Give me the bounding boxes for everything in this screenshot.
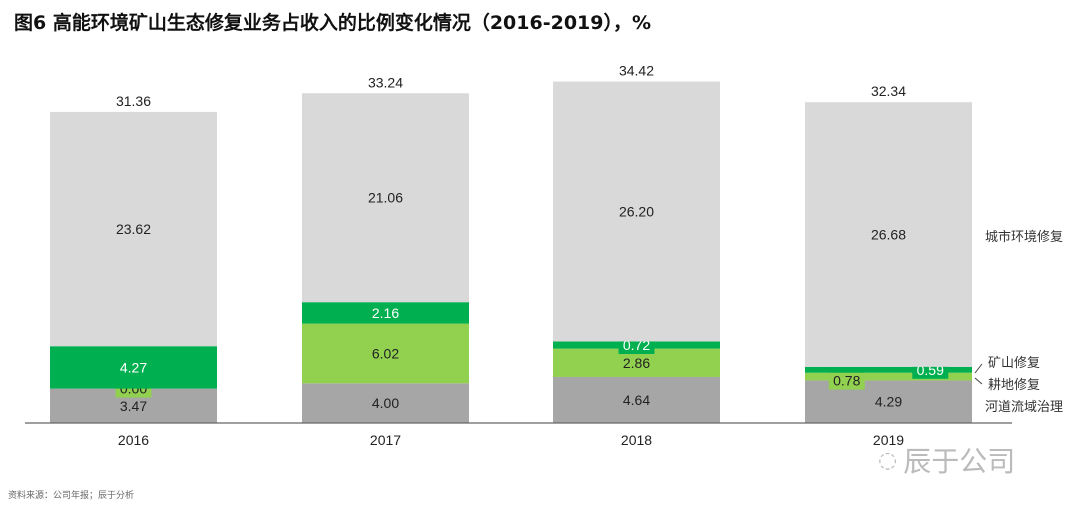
data-label: 26.20 [619,204,654,220]
x-tick-label: 2016 [118,432,149,448]
watermark: ◌ 辰于公司 [878,440,1015,480]
data-label: 3.47 [120,398,147,414]
bar-segment [553,81,720,342]
data-label: 4.00 [372,395,399,411]
data-label: 21.06 [368,190,403,206]
bar-segment [805,102,972,367]
legend-label: 耕地修复 [988,377,1040,393]
data-label: 4.64 [623,392,650,408]
bar-segment [302,383,469,423]
data-label: 2.86 [623,355,650,371]
data-label: 6.02 [372,345,399,361]
data-label: 4.29 [875,394,902,410]
data-label: 4.27 [120,359,147,375]
bar-segment [50,346,217,389]
chart-title: 图6 高能环境矿山生态修复业务占收入的比例变化情况（2016-2019），% [14,12,652,34]
legend-leader [974,363,983,374]
total-label: 31.36 [116,93,151,109]
total-label: 34.42 [619,63,654,79]
watermark-text: 辰于公司 [903,445,1016,478]
data-label: 2.16 [372,305,399,321]
bar-segment [302,302,469,324]
bar-segment [553,376,720,423]
data-label: 0.78 [833,373,860,389]
bar-segment [50,111,217,347]
data-label: 23.62 [116,221,151,237]
legend-label: 城市环境修复 [985,229,1063,245]
wechat-icon: ◌ [878,447,898,473]
source-note: 资料来源：公司年报；辰于分析 [8,491,135,501]
x-tick-label: 2019 [873,432,904,448]
total-label: 32.34 [871,83,906,99]
legend-label: 河道流域治理 [985,400,1063,415]
bar-segment [805,372,972,381]
bar-segment [302,323,469,384]
x-tick-label: 2018 [621,432,652,448]
legend-label: 矿山修复 [988,356,1040,371]
bar-segment [302,93,469,303]
data-label-box [828,371,865,390]
x-tick-label: 2017 [370,432,401,448]
bar-segment [805,366,972,373]
legend-leader [974,377,983,385]
total-label: 33.24 [368,74,403,90]
data-label: 26.68 [871,227,906,243]
